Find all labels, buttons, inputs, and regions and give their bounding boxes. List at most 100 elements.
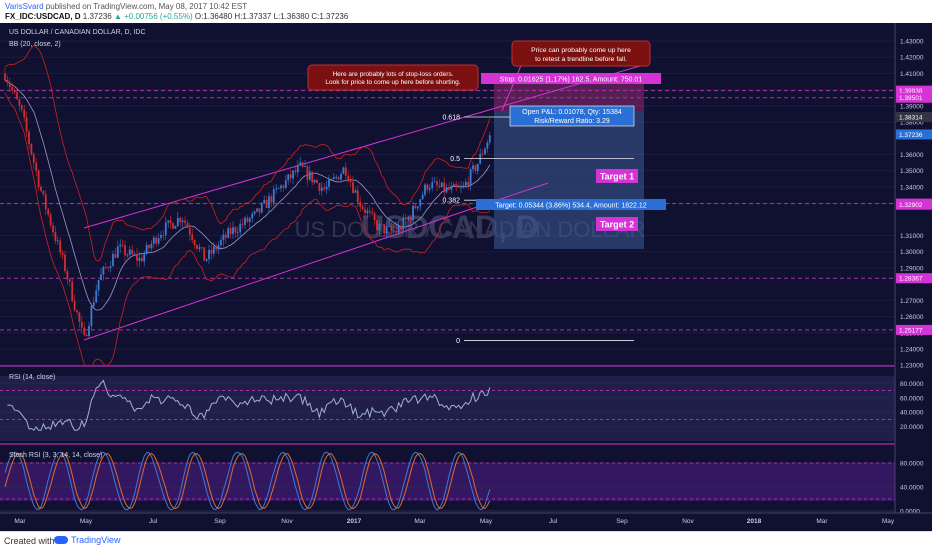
candle-body xyxy=(347,175,350,181)
candle-body xyxy=(419,199,422,207)
candle-body xyxy=(37,170,40,187)
candle-body xyxy=(148,244,150,249)
candle-body xyxy=(174,226,177,229)
candle-body xyxy=(198,247,201,249)
candle-body xyxy=(287,174,290,181)
candle-body xyxy=(414,205,417,209)
candle-body xyxy=(272,188,275,203)
candle-body xyxy=(224,234,227,238)
target1-tag[interactable]: Target 1 xyxy=(600,172,634,182)
retest-callout[interactable]: Price can probably come up here to retes… xyxy=(511,40,651,67)
time-axis[interactable]: Mar May Jul Sep Nov 2017 Mar May Jul Sep Nov 2018 Ma… xyxy=(14,518,894,525)
candle-body xyxy=(431,181,434,189)
price-pane[interactable]: USDCAD, D US DOLLAR / CANADIAN DOLLAR 0.… xyxy=(0,29,895,371)
rsi-pane[interactable]: RSI (14, close) xyxy=(0,374,895,441)
candle-body xyxy=(128,249,131,255)
stop-loss-callout[interactable]: Here are probably lots of stop-loss orde… xyxy=(307,64,479,91)
candle-body xyxy=(313,179,316,183)
stoch-legend[interactable]: Stoch RSI (3, 3, 14, 14, close) xyxy=(9,452,102,459)
author-link[interactable]: VarisSvard xyxy=(5,2,44,11)
candle-body xyxy=(474,165,477,171)
candle-body xyxy=(200,247,203,249)
candle-body xyxy=(371,212,374,214)
candle-body xyxy=(438,185,441,187)
price-label: 1.39501 xyxy=(899,95,923,102)
stoch-rsi-pane[interactable]: Stoch RSI (3, 3, 14, 14, close) xyxy=(0,451,895,512)
candle-body xyxy=(421,194,424,200)
candle-body xyxy=(258,208,261,213)
candle-body xyxy=(448,187,450,190)
candle-body xyxy=(68,279,71,282)
candle-body xyxy=(440,182,443,187)
candle-body xyxy=(222,234,225,241)
candle-body xyxy=(30,143,33,155)
price-label-bg xyxy=(896,129,932,140)
candle-body xyxy=(191,234,194,240)
price-change: +0.00756 (+0.55%) xyxy=(124,12,193,21)
candle-body xyxy=(6,79,9,83)
candle-body xyxy=(212,246,215,254)
fib-level-label: 0 xyxy=(456,338,460,345)
candle-body xyxy=(167,220,170,223)
chart-area[interactable]: USDCAD, D US DOLLAR / CANADIAN DOLLAR 0.… xyxy=(0,23,932,531)
candle-body xyxy=(428,188,431,190)
candle-body xyxy=(356,190,359,203)
callout1-line1: Here are probably lots of stop-loss orde… xyxy=(332,71,453,78)
candle-body xyxy=(227,228,230,238)
candle-body xyxy=(301,162,304,167)
candle-body xyxy=(164,222,167,236)
symbol-name[interactable]: FX_IDC:USDCAD, D xyxy=(5,12,81,21)
chart-canvas[interactable]: USDCAD, D US DOLLAR / CANADIAN DOLLAR 0.… xyxy=(0,23,932,531)
candle-body xyxy=(352,182,354,193)
bb-legend[interactable]: BB (20, close, 2) xyxy=(9,41,61,48)
price-tick-label: 1.43000 xyxy=(900,39,924,46)
channel-upper[interactable] xyxy=(83,65,641,229)
tradingview-brand[interactable]: TradingView xyxy=(54,535,121,545)
candle-body xyxy=(246,217,249,222)
bollinger-lower xyxy=(4,92,490,365)
price-tick-label: 1.34000 xyxy=(900,184,924,191)
candle-body xyxy=(450,186,453,190)
candle-body xyxy=(445,187,448,193)
candle-body xyxy=(330,178,333,180)
candle-body xyxy=(481,153,484,155)
time-tick-label: Sep xyxy=(616,518,628,525)
candle-body xyxy=(107,267,110,269)
rsi-line xyxy=(7,379,491,431)
candle-body xyxy=(248,218,251,222)
main-legend[interactable]: US DOLLAR / CANADIAN DOLLAR, D, IDC xyxy=(9,29,146,36)
candle-body xyxy=(143,254,146,262)
candle-body xyxy=(140,257,143,262)
candle-body xyxy=(323,187,326,190)
candle-body xyxy=(342,167,345,174)
candle-body xyxy=(210,249,213,254)
candle-body xyxy=(373,213,376,221)
candle-body xyxy=(311,171,314,183)
stoch-tick-label: 0.0000 xyxy=(900,509,920,516)
candle-body xyxy=(455,184,458,188)
bollinger-upper xyxy=(4,44,491,262)
candle-body xyxy=(90,306,93,326)
stoch-d-line xyxy=(4,452,491,510)
rsi-tick-label: 60.0000 xyxy=(900,395,924,402)
callout2-line2: to retest a trendline before fall. xyxy=(535,56,627,63)
candle-body xyxy=(318,183,321,191)
candle-body xyxy=(28,131,30,144)
rsi-legend[interactable]: RSI (14, close) xyxy=(9,374,55,381)
target2-tag[interactable]: Target 2 xyxy=(600,220,634,230)
candle-body xyxy=(97,280,100,291)
price-tick-label: 1.30000 xyxy=(900,249,924,256)
candle-body xyxy=(104,266,107,268)
candle-body xyxy=(407,217,410,220)
target-label: Target: 0.05344 (3.86%) 534.4, Amount: 1… xyxy=(495,203,646,210)
price-label: 1.39938 xyxy=(899,88,923,95)
candle-body xyxy=(236,232,239,234)
price-label-bg xyxy=(896,92,932,103)
candle-body xyxy=(42,190,45,195)
candle-body xyxy=(40,186,42,191)
price-tick-label: 1.27000 xyxy=(900,298,924,305)
candle-body xyxy=(464,181,467,186)
price-tick-label: 1.38000 xyxy=(900,120,924,127)
candle-body xyxy=(83,327,86,335)
candle-body xyxy=(92,302,95,307)
